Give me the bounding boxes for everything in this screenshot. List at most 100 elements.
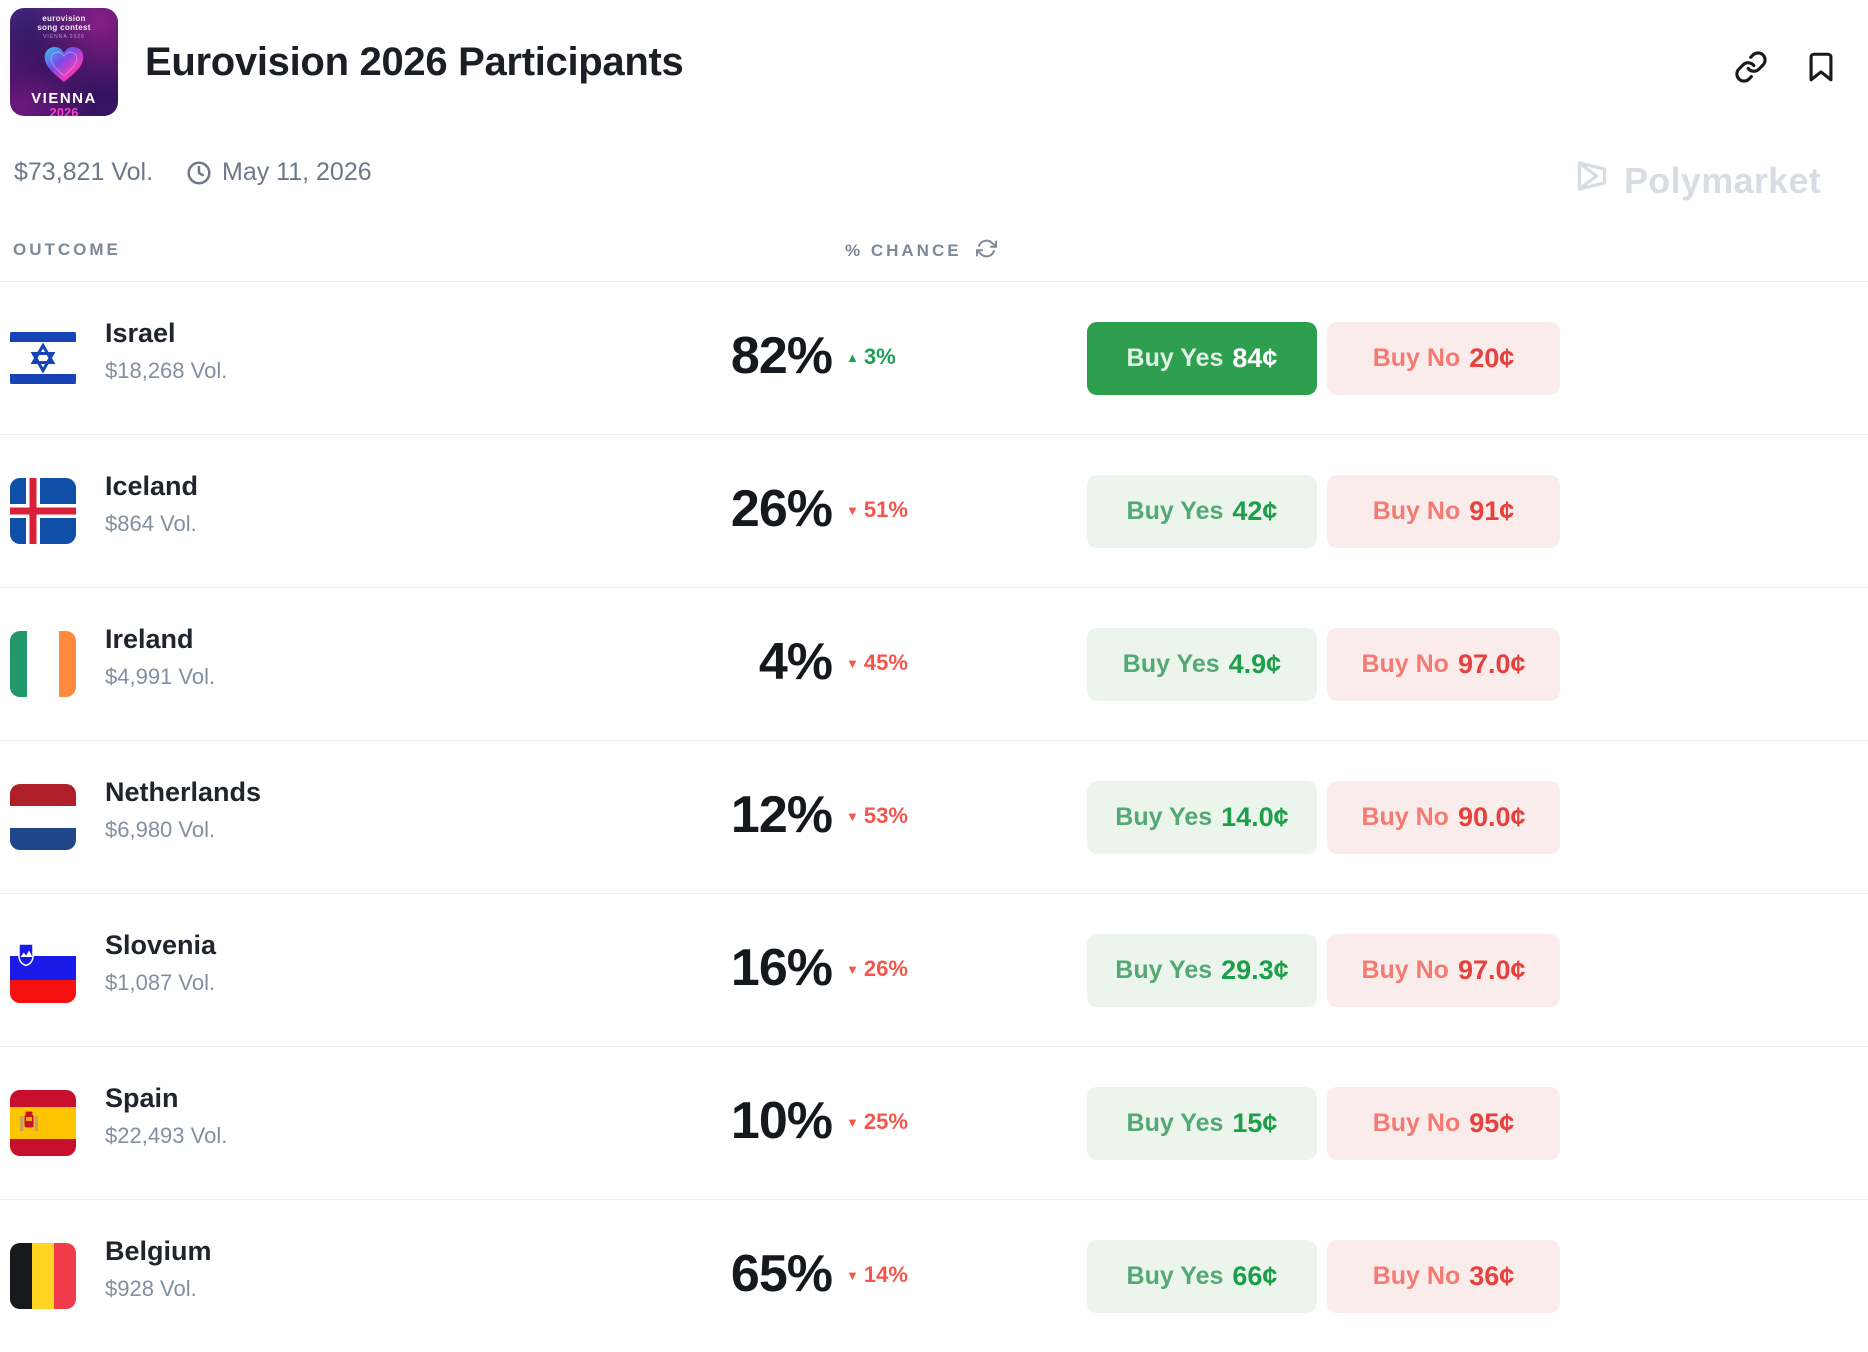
eurovision-year-label: 2026 bbox=[49, 105, 79, 116]
ireland-flag-icon bbox=[10, 631, 76, 697]
buy-yes-label: Buy Yes bbox=[1115, 956, 1213, 984]
eurovision-heart-icon bbox=[41, 38, 87, 91]
triangle-down-icon: ▼ bbox=[846, 1267, 859, 1283]
triangle-up-icon: ▲ bbox=[846, 349, 859, 365]
chance-change-indicator: ▼ 26% bbox=[846, 956, 908, 982]
outcome-volume: $928 Vol. bbox=[105, 1276, 197, 1301]
buy-no-button[interactable]: Buy No 90.0¢ bbox=[1327, 781, 1560, 854]
chance-column-header: % CHANCE bbox=[845, 241, 962, 260]
buy-yes-price: 15¢ bbox=[1232, 1108, 1278, 1138]
buy-no-button[interactable]: Buy No 97.0¢ bbox=[1327, 934, 1560, 1007]
buy-no-price: 95¢ bbox=[1469, 1108, 1515, 1138]
buy-no-price: 91¢ bbox=[1469, 496, 1515, 526]
buy-yes-button[interactable]: Buy Yes 42¢ bbox=[1087, 475, 1317, 548]
outcome-country: Israel bbox=[105, 318, 176, 348]
outcome-row: Israel $18,268 Vol. 82% ▲ 3% Buy Yes 84¢ Buy No… bbox=[0, 281, 1868, 434]
polymarket-watermark: Polymarket bbox=[1572, 156, 1821, 205]
outcome-column-header: OUTCOME bbox=[13, 240, 121, 259]
change-value: 53% bbox=[863, 803, 908, 828]
buy-no-button[interactable]: Buy No 97.0¢ bbox=[1327, 628, 1560, 701]
change-value: 25% bbox=[863, 1109, 908, 1134]
chance-change-indicator: ▼ 51% bbox=[846, 497, 908, 523]
outcome-row: Slovenia $1,087 Vol. 16% ▼ 26% Buy Yes 29.3¢ Bu… bbox=[0, 893, 1868, 1046]
polymarket-logo-icon bbox=[1572, 156, 1612, 205]
buy-no-label: Buy No bbox=[1372, 1262, 1461, 1290]
outcome-row: Iceland $864 Vol. 26% ▼ 51% Buy Yes 42¢ Buy No 9… bbox=[0, 434, 1868, 587]
change-value: 51% bbox=[863, 497, 908, 522]
chance-change-indicator: ▼ 14% bbox=[846, 1262, 908, 1288]
buy-no-button[interactable]: Buy No 36¢ bbox=[1327, 1240, 1560, 1313]
outcome-country: Ireland bbox=[105, 624, 194, 654]
buy-no-price: 36¢ bbox=[1469, 1261, 1515, 1291]
buy-yes-label: Buy Yes bbox=[1126, 344, 1224, 372]
buy-yes-button[interactable]: Buy Yes 14.0¢ bbox=[1087, 781, 1317, 854]
buy-yes-price: 66¢ bbox=[1232, 1261, 1278, 1291]
buy-no-label: Buy No bbox=[1372, 1109, 1461, 1137]
outcome-volume: $1,087 Vol. bbox=[105, 970, 216, 995]
buy-yes-button[interactable]: Buy Yes 15¢ bbox=[1087, 1087, 1317, 1160]
outcome-country: Spain bbox=[105, 1083, 179, 1113]
buy-no-price: 97.0¢ bbox=[1457, 955, 1526, 985]
outcome-country: Iceland bbox=[105, 471, 199, 501]
outcome-list: Israel $18,268 Vol. 82% ▲ 3% Buy Yes 84¢ Buy No… bbox=[0, 281, 1868, 1352]
outcome-chance: 65% bbox=[730, 1245, 833, 1303]
buy-yes-button[interactable]: Buy Yes 29.3¢ bbox=[1087, 934, 1317, 1007]
buy-no-button[interactable]: Buy No 95¢ bbox=[1327, 1087, 1560, 1160]
buy-yes-label: Buy Yes bbox=[1126, 1262, 1224, 1290]
outcome-volume: $18,268 Vol. bbox=[105, 358, 228, 383]
triangle-down-icon: ▼ bbox=[846, 655, 859, 671]
buy-no-button[interactable]: Buy No 20¢ bbox=[1327, 322, 1560, 395]
chance-change-indicator: ▼ 45% bbox=[846, 650, 908, 676]
page-title: Eurovision 2026 Participants bbox=[145, 40, 684, 84]
buy-yes-label: Buy Yes bbox=[1122, 650, 1220, 678]
outcome-volume: $6,980 Vol. bbox=[105, 817, 216, 842]
eurovision-logo-text: eurovision song contest bbox=[37, 14, 91, 32]
copy-link-icon[interactable] bbox=[1733, 50, 1769, 86]
outcome-row: Spain $22,493 Vol. 10% ▼ 25% Buy Yes 15¢ Buy No… bbox=[0, 1046, 1868, 1199]
triangle-down-icon: ▼ bbox=[846, 961, 859, 977]
outcome-country: Netherlands bbox=[105, 777, 262, 807]
bookmark-icon[interactable] bbox=[1803, 50, 1839, 86]
end-date: May 11, 2026 bbox=[222, 158, 372, 186]
spain-flag-icon bbox=[10, 1090, 76, 1156]
netherlands-flag-icon bbox=[10, 784, 76, 850]
buy-yes-price: 42¢ bbox=[1232, 496, 1278, 526]
outcome-chance: 4% bbox=[758, 633, 833, 691]
outcome-row: Ireland $4,991 Vol. 4% ▼ 45% Buy Yes 4.9¢ Buy N… bbox=[0, 587, 1868, 740]
outcome-chance: 12% bbox=[730, 786, 833, 844]
outcome-row: Belgium $928 Vol. 65% ▼ 14% Buy Yes 66¢ Buy No 3… bbox=[0, 1199, 1868, 1352]
clock-icon bbox=[186, 160, 212, 186]
buy-yes-button[interactable]: Buy Yes 66¢ bbox=[1087, 1240, 1317, 1313]
total-volume: $73,821 Vol. bbox=[14, 158, 154, 186]
outcome-volume: $864 Vol. bbox=[105, 511, 197, 536]
change-value: 14% bbox=[863, 1262, 908, 1287]
buy-yes-button[interactable]: Buy Yes 84¢ bbox=[1087, 322, 1317, 395]
eurovision-city-label: VIENNA bbox=[31, 90, 97, 107]
triangle-down-icon: ▼ bbox=[846, 808, 859, 824]
buy-no-label: Buy No bbox=[1361, 803, 1449, 831]
change-value: 26% bbox=[863, 956, 908, 981]
outcome-country: Slovenia bbox=[105, 930, 217, 960]
outcome-volume: $4,991 Vol. bbox=[105, 664, 216, 689]
outcome-chance: 82% bbox=[730, 327, 833, 385]
buy-no-price: 20¢ bbox=[1469, 343, 1515, 373]
iceland-flag-icon bbox=[10, 478, 76, 544]
outcome-chance: 26% bbox=[730, 480, 833, 538]
buy-yes-button[interactable]: Buy Yes 4.9¢ bbox=[1087, 628, 1317, 701]
buy-no-label: Buy No bbox=[1372, 344, 1461, 372]
outcome-row: Netherlands $6,980 Vol. 12% ▼ 53% Buy Yes 14.0… bbox=[0, 740, 1868, 893]
buy-yes-price: 14.0¢ bbox=[1221, 802, 1289, 832]
refresh-icon[interactable] bbox=[975, 238, 997, 264]
belgium-flag-icon bbox=[10, 1243, 76, 1309]
buy-yes-price: 29.3¢ bbox=[1221, 955, 1289, 985]
buy-no-label: Buy No bbox=[1372, 497, 1461, 525]
chance-change-indicator: ▼ 25% bbox=[846, 1109, 908, 1135]
buy-yes-label: Buy Yes bbox=[1115, 803, 1213, 831]
chance-change-indicator: ▼ 53% bbox=[846, 803, 908, 829]
market-logo-image: eurovision song contest VIENNA 2026 VIEN… bbox=[10, 8, 118, 116]
change-value: 3% bbox=[863, 344, 896, 369]
buy-no-button[interactable]: Buy No 91¢ bbox=[1327, 475, 1560, 548]
triangle-down-icon: ▼ bbox=[846, 502, 859, 518]
israel-flag-icon bbox=[10, 325, 76, 391]
buy-no-label: Buy No bbox=[1361, 956, 1449, 984]
